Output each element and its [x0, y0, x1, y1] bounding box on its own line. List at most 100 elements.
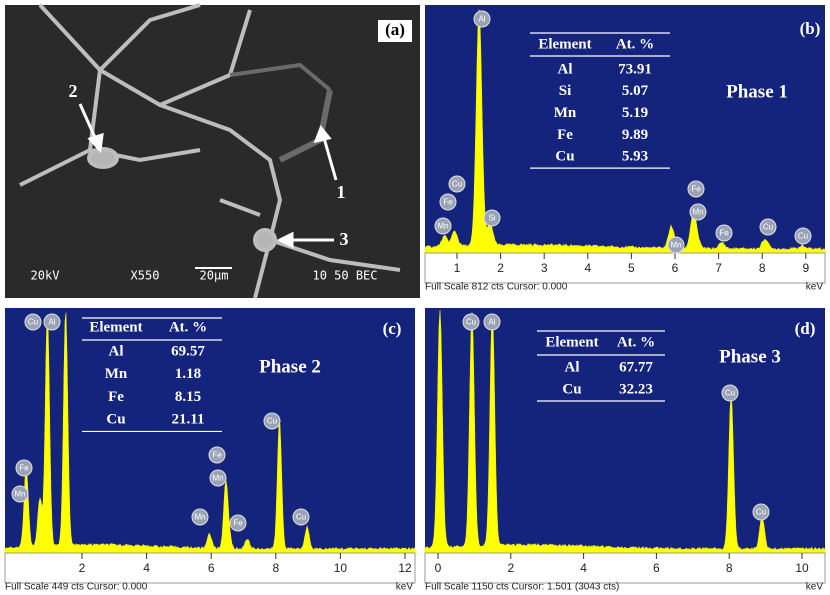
- peak-label: Fe: [233, 519, 243, 528]
- phase-label: Phase 2: [259, 356, 321, 377]
- x-tick-label: 10: [334, 561, 348, 575]
- table-header: Element: [538, 36, 591, 52]
- peak-label: Fe: [443, 198, 453, 207]
- table-cell: Cu: [562, 381, 581, 397]
- panel-label: (a): [385, 20, 405, 39]
- x-tick-label: 12: [398, 561, 412, 575]
- peak-label: Cu: [763, 223, 773, 232]
- axis-unit: keV: [806, 282, 824, 293]
- x-tick-label: 6: [672, 261, 679, 275]
- peak-label: Cu: [267, 417, 277, 426]
- peak-label: Cu: [296, 513, 306, 522]
- spectrum-panel: 0 2 4 6 8 10 keV Full Scale 1150 cts Cursor: 1.…: [425, 308, 825, 593]
- table-cell: Al: [109, 343, 124, 359]
- peak-label: Al: [478, 15, 485, 24]
- peak-label: Cu: [725, 389, 735, 398]
- peak-label: Cu: [452, 180, 462, 189]
- table-cell: 1.18: [175, 366, 201, 382]
- spectrum-panel: 1 2 3 4 5 6 7 8 9 keV Full Scale 812 cts Cursor: 0…: [425, 5, 825, 293]
- table-cell: Al: [558, 61, 573, 77]
- axis-strip: [425, 553, 825, 583]
- table-header: Element: [89, 319, 142, 335]
- x-tick-label: 9: [802, 261, 809, 275]
- peak-label: Cu: [756, 508, 766, 517]
- x-tick-label: 6: [208, 561, 215, 575]
- table-header: At. %: [169, 319, 207, 335]
- peak-label: Mn: [670, 241, 681, 250]
- marker-label: 2: [69, 81, 78, 101]
- peak-label: Mn: [437, 222, 448, 231]
- peak-label: Cu: [798, 232, 808, 241]
- table-cell: Cu: [555, 149, 574, 165]
- sem-image: [5, 5, 420, 298]
- panel-label: (b): [800, 19, 821, 38]
- x-tick-label: 5: [628, 261, 635, 275]
- x-tick-label: 1: [454, 261, 461, 275]
- table-cell: Si: [559, 83, 572, 99]
- peak-label: Si: [488, 214, 495, 223]
- peak-label: Mn: [14, 490, 25, 499]
- table-cell: Al: [565, 359, 580, 375]
- peak-label: Al: [48, 318, 55, 327]
- table-header: At. %: [616, 36, 654, 52]
- peak-label: Mn: [692, 208, 703, 217]
- peak-label: Mn: [194, 513, 205, 522]
- table-cell: Mn: [105, 366, 128, 382]
- table-cell: Cu: [106, 412, 125, 428]
- peak-label: Cu: [466, 318, 476, 327]
- x-tick-label: 7: [715, 261, 722, 275]
- table-header: Element: [545, 334, 598, 350]
- sem-info: 20μm: [200, 269, 229, 283]
- table-cell: 32.23: [619, 381, 653, 397]
- table-cell: 9.89: [622, 127, 648, 143]
- table-cell: 5.19: [622, 105, 648, 121]
- x-tick-label: 0: [435, 561, 442, 575]
- table-header: At. %: [617, 334, 655, 350]
- sem-info: X550: [131, 269, 160, 283]
- panel-label: (d): [795, 319, 816, 338]
- sem-panel: (a) 2 1 3 20kV X550 20μm 10 50 BEC: [5, 5, 420, 298]
- peak-label: Fe: [719, 229, 729, 238]
- table-cell: 69.57: [171, 343, 205, 359]
- panel-label: (c): [383, 319, 402, 338]
- phase-label: Phase 3: [719, 346, 781, 367]
- x-tick-label: 4: [584, 261, 591, 275]
- table-cell: 5.93: [622, 149, 648, 165]
- table-cell: Fe: [557, 127, 573, 143]
- marker-label: 3: [340, 229, 349, 249]
- peak-label: Mn: [212, 474, 223, 483]
- axis-unit: keV: [396, 582, 414, 593]
- footer: Full Scale 812 cts Cursor: 0.000: [425, 282, 568, 293]
- x-tick-label: 2: [79, 561, 86, 575]
- peak-label: Cu: [28, 318, 38, 327]
- x-tick-label: 8: [272, 561, 279, 575]
- x-tick-label: 3: [541, 261, 548, 275]
- x-tick-label: 4: [580, 561, 587, 575]
- table-cell: Fe: [108, 389, 124, 405]
- x-tick-label: 6: [653, 561, 660, 575]
- x-tick-label: 2: [507, 561, 514, 575]
- sem-info: 20kV: [31, 269, 60, 283]
- table-cell: 8.15: [175, 389, 201, 405]
- figure: (a) 2 1 3 20kV X550 20μm 10 50 BEC 12345…: [0, 0, 830, 595]
- table-cell: 73.91: [618, 61, 652, 77]
- axis-unit: keV: [806, 582, 824, 593]
- footer: Full Scale 449 cts Cursor: 0.000: [5, 582, 148, 593]
- peak-label: Fe: [691, 185, 701, 194]
- x-tick-label: 10: [795, 561, 809, 575]
- table-cell: 67.77: [619, 359, 653, 375]
- table-cell: Mn: [554, 105, 577, 121]
- peak-label: Fe: [212, 451, 222, 460]
- x-tick-label: 8: [759, 261, 766, 275]
- peak-label: Fe: [19, 464, 29, 473]
- sem-info: 10 50 BEC: [312, 269, 377, 283]
- phase-label: Phase 1: [726, 81, 788, 102]
- x-tick-label: 2: [497, 261, 504, 275]
- table-cell: 5.07: [622, 83, 649, 99]
- footer: Full Scale 1150 cts Cursor: 1.501 (3043 …: [425, 582, 619, 593]
- marker-label: 1: [337, 182, 346, 202]
- peak-label: Al: [488, 318, 495, 327]
- table-cell: 21.11: [172, 412, 205, 428]
- x-tick-label: 8: [726, 561, 733, 575]
